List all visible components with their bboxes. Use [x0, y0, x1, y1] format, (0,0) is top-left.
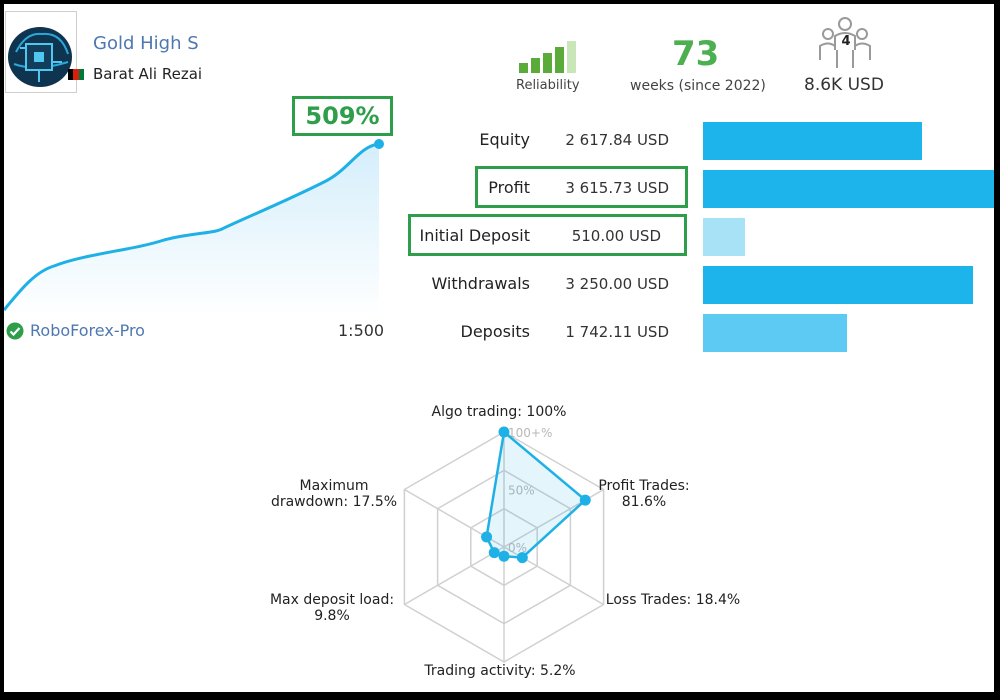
stat-value-initial-deposit: 510.00 USD [571, 227, 661, 245]
profit-highlight [475, 166, 688, 208]
people-group-icon: 4 [819, 16, 871, 76]
radar-label-algo-trading: Algo trading: 100% [431, 404, 567, 420]
stat-value-profit: 3 615.73 USD [565, 179, 669, 197]
radar-label-max-deposit-load: Max deposit load: 9.8% [269, 592, 395, 624]
stat-bar-profit [703, 170, 994, 208]
stat-value-equity: 2 617.84 USD [565, 131, 669, 149]
stat-label-equity: Equity [479, 130, 530, 149]
growth-chart[interactable] [4, 132, 384, 321]
weeks-count: 73 [672, 34, 720, 74]
weeks-label: weeks (since 2022) [630, 78, 766, 94]
stat-bar-withdrawals [703, 266, 973, 304]
stat-bar-deposits [703, 314, 847, 352]
leverage-value: 1:500 [338, 321, 385, 340]
signal-card: Gold High S Barat Ali Rezai Reliability … [4, 4, 994, 692]
stat-label-initial-deposit: Initial Deposit [419, 226, 530, 245]
radar-label-trading-activity: Trading activity: 5.2% [424, 663, 576, 679]
radar-point-6 [481, 531, 493, 543]
stat-value-withdrawals: 3 250.00 USD [565, 275, 669, 293]
broker-link[interactable]: RoboForex-Pro [30, 321, 145, 340]
brain-chip-icon [8, 27, 72, 87]
radar-point-3 [516, 552, 528, 564]
growth-area [4, 144, 379, 317]
stat-label-profit: Profit [488, 178, 530, 197]
radar-label-loss-trades: Loss Trades: 18.4% [605, 592, 741, 608]
radar-label-profit-trades: Profit Trades: 81.6% [598, 478, 690, 510]
initial-deposit-highlight [408, 214, 687, 256]
stat-bar-initial-deposit [703, 218, 745, 256]
radar-point-1 [498, 426, 510, 438]
radar-scale-label-3: 0% [508, 541, 527, 555]
radar-scale-label-1: 100+% [508, 426, 552, 440]
subscribers-count: 4 [841, 34, 851, 49]
reliability-label: Reliability [516, 78, 580, 93]
stat-bar-equity [703, 122, 922, 160]
growth-line [4, 142, 380, 311]
subscribers-funds: 8.6K USD [804, 75, 884, 95]
signal-avatar[interactable] [5, 11, 77, 93]
signal-name[interactable]: Gold High S [93, 33, 199, 54]
radar-point-4 [498, 550, 510, 562]
radar-point-5 [488, 547, 500, 559]
country-flag-icon [68, 69, 84, 80]
check-circle-icon [6, 322, 24, 344]
author-name[interactable]: Barat Ali Rezai [93, 65, 203, 83]
signal-bars-icon [519, 41, 581, 77]
stat-value-deposits: 1 742.11 USD [565, 323, 669, 341]
growth-value: 509% [292, 96, 393, 136]
radar-axis-5 [404, 546, 505, 606]
radar-chart: 100+% 50% 0% [244, 399, 764, 692]
growth-end-point [374, 139, 384, 149]
radar-scale-label-2: 50% [508, 484, 535, 498]
radar-label-max-drawdown: Maximum drawdown: 17.5% [270, 478, 398, 510]
stat-label-deposits: Deposits [460, 322, 531, 341]
radar-point-2 [579, 494, 591, 506]
stat-label-withdrawals: Withdrawals [431, 274, 530, 293]
